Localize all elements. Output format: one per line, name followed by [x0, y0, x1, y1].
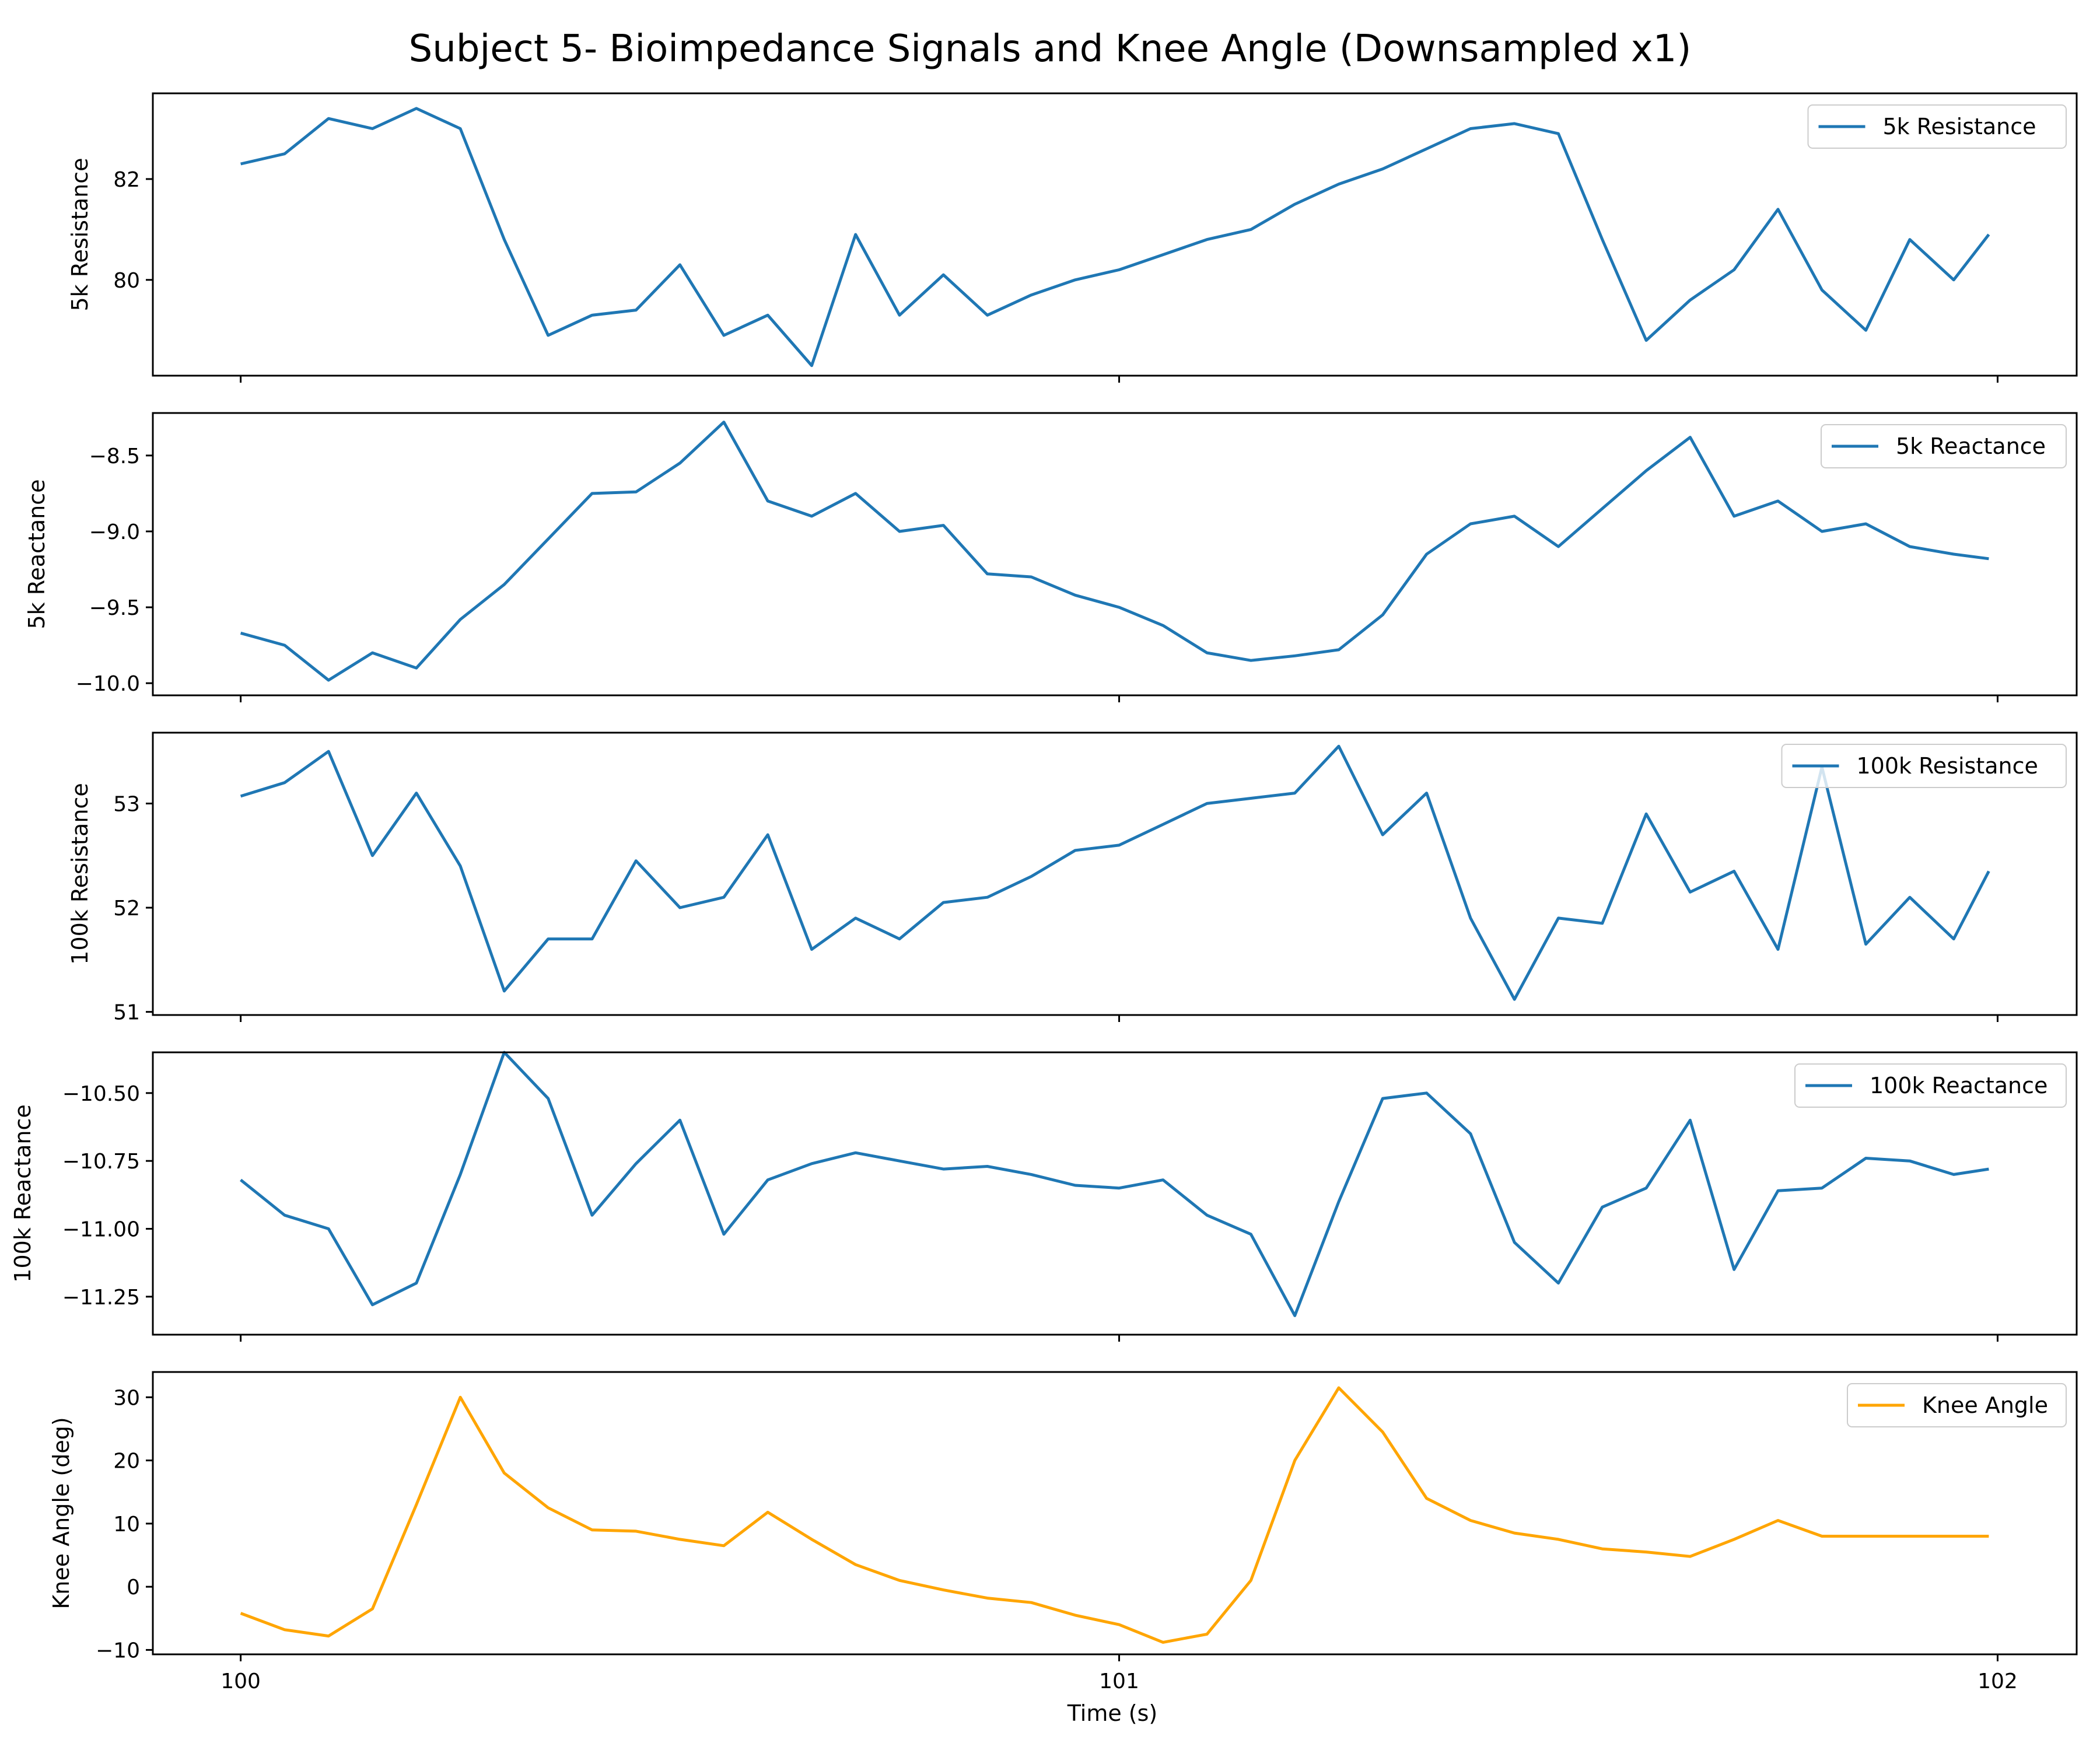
y-axis-label: 100k Resistance — [67, 783, 93, 964]
plot-frame — [152, 412, 2078, 696]
x-tick-label: 101 — [1099, 1670, 1139, 1693]
series-line — [240, 1386, 1989, 1644]
y-tick-label: −11.00 — [62, 1218, 140, 1242]
x-tick-label: 100 — [220, 1670, 261, 1693]
panel-2: −10.0 −9.5 −9.0 −8.5 5k Reactance 5k Reactanc… — [24, 412, 2078, 702]
legend-label: Knee Angle — [1922, 1392, 2048, 1418]
legend-label: 5k Reactance — [1896, 433, 2046, 459]
plot-frame — [152, 92, 2078, 377]
y-tick-label: −11.25 — [62, 1286, 140, 1310]
chart-title: Subject 5- Bioimpedance Signals and Knee… — [409, 27, 1692, 71]
y-tick-label: 53 — [113, 792, 140, 816]
series-line — [240, 107, 1990, 368]
panel-4: −11.25 −11.00 −10.75 −10.50 100k Reactance 10… — [10, 1051, 2078, 1342]
legend: 100k Reactance — [1794, 1063, 2067, 1108]
legend-label: 100k Reactance — [1870, 1073, 2048, 1098]
legend: Knee Angle — [1847, 1383, 2067, 1427]
legend-box — [1807, 104, 2067, 149]
legend-box — [1794, 1063, 2067, 1108]
y-tick-label: 82 — [113, 168, 140, 192]
y-axis-label: 5k Reactance — [24, 479, 50, 629]
legend-label: 5k Resistance — [1883, 114, 2036, 139]
y-tick-label: 80 — [113, 269, 140, 293]
legend-box — [1821, 424, 2067, 468]
y-tick-label: 20 — [113, 1450, 140, 1474]
plot-frame — [152, 1371, 2078, 1656]
legend: 5k Reactance — [1821, 424, 2067, 468]
legend-box — [1847, 1383, 2067, 1427]
y-tick-label: −10 — [96, 1639, 140, 1662]
series-line — [240, 421, 1989, 682]
panel-5: −10 0 10 20 30 100 101 102 Knee Angle (deg) Knee … — [48, 1371, 2078, 1693]
y-axis-label: 5k Resistance — [67, 158, 93, 311]
legend-label: 100k Resistance — [1857, 753, 2038, 779]
y-tick-label: 30 — [113, 1386, 140, 1410]
y-tick-label: −10.50 — [62, 1082, 140, 1106]
legend: 5k Resistance — [1807, 104, 2067, 149]
y-tick-label: −9.0 — [89, 520, 140, 544]
legend: 100k Resistance — [1781, 744, 2067, 788]
plot-frame — [152, 1051, 2078, 1336]
plot-frame — [152, 732, 2078, 1016]
legend-box — [1781, 744, 2067, 788]
panel-3: 51 52 53 100k Resistance 100k Resistance — [67, 732, 2078, 1025]
y-tick-label: 0 — [127, 1576, 140, 1600]
y-tick-label: −10.75 — [62, 1150, 140, 1174]
x-axis-label: Time (s) — [1067, 1700, 1158, 1726]
y-tick-label: 51 — [113, 1001, 140, 1025]
y-tick-label: −8.5 — [89, 444, 140, 468]
series-line — [240, 1051, 1989, 1317]
series-line — [240, 744, 1990, 1001]
y-tick-label: 10 — [113, 1513, 140, 1536]
y-axis-label: Knee Angle (deg) — [48, 1417, 74, 1609]
y-tick-label: −10.0 — [76, 672, 140, 696]
y-tick-label: −9.5 — [89, 596, 140, 620]
x-tick-label: 102 — [1978, 1670, 2018, 1693]
y-axis-label: 100k Reactance — [10, 1104, 36, 1282]
panel-1: 80 82 5k Resistance 5k Resistance — [67, 92, 2078, 383]
y-tick-label: 52 — [113, 897, 140, 921]
